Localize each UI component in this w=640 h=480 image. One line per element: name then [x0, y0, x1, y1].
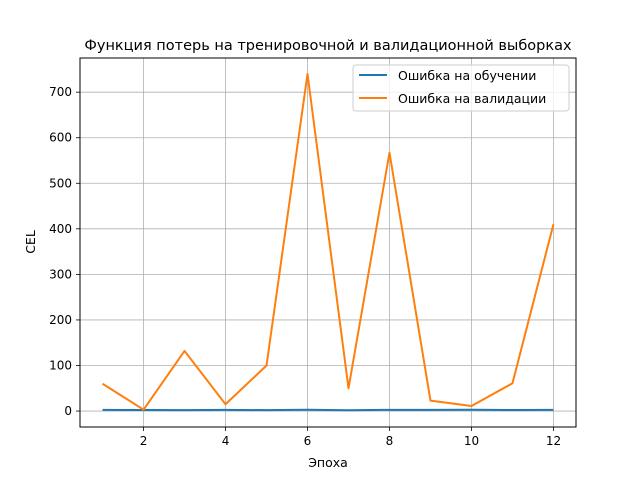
y-tick-label: 200	[49, 313, 72, 327]
validation-loss-line	[102, 72, 555, 411]
x-tick-label: 8	[386, 434, 394, 448]
chart-title: Функция потерь на тренировочной и валида…	[84, 38, 572, 54]
ticks: 2 4 6 8 10 12 0 100 200 300 400 500 600 700	[49, 85, 561, 448]
x-tick-label: 12	[546, 434, 561, 448]
y-tick-label: 100	[49, 359, 72, 373]
x-tick-label: 6	[304, 434, 312, 448]
x-axis-label: Эпоха	[308, 455, 348, 470]
y-tick-label: 600	[49, 131, 72, 145]
legend-label-training: Ошибка на обучении	[398, 68, 536, 83]
plot-area	[79, 57, 577, 428]
y-tick-label: 300	[49, 267, 72, 281]
y-tick-label: 0	[64, 404, 72, 418]
y-tick-label: 700	[49, 85, 72, 99]
y-axis-label: CEL	[23, 230, 38, 254]
x-tick-label: 4	[222, 434, 230, 448]
grid	[80, 58, 576, 427]
x-tick-label: 10	[464, 434, 479, 448]
series-layer	[102, 72, 555, 412]
legend-label-validation: Ошибка на валидации	[398, 91, 546, 106]
legend-box	[352, 64, 570, 112]
y-tick-label: 500	[49, 176, 72, 190]
x-tick-label: 2	[140, 434, 148, 448]
y-tick-label: 400	[49, 222, 72, 236]
legend: Ошибка на обучении Ошибка на валидации	[352, 64, 570, 112]
